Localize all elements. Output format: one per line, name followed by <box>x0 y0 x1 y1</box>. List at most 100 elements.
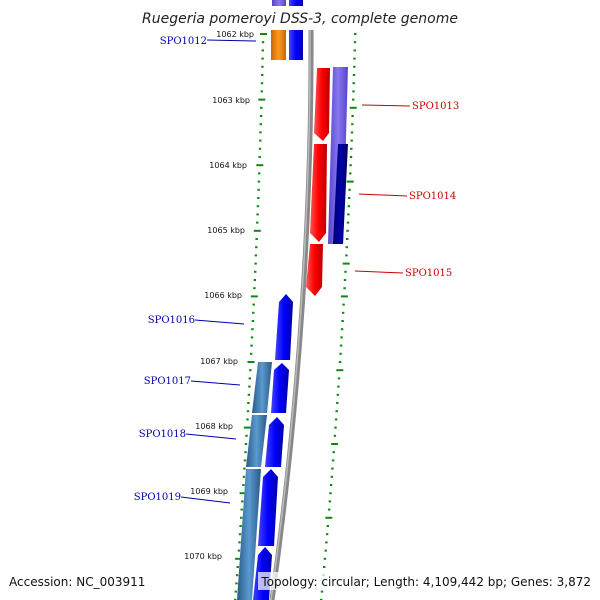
map-title: Ruegeria pomeroyi DSS-3, complete genome <box>142 11 458 27</box>
tick-dot <box>248 385 251 388</box>
kbp-label: 1068 kbp <box>195 422 233 431</box>
tick-dot <box>246 418 249 421</box>
tick-dot <box>259 115 263 117</box>
tick-dot <box>341 320 344 322</box>
tick-dot <box>235 574 239 577</box>
tick-dot <box>258 147 262 150</box>
tick-dot <box>244 443 248 445</box>
gene-label-spo1012: SPO1012 <box>160 36 207 47</box>
tick-dot <box>338 361 342 363</box>
gene-top-partial-2 <box>289 0 303 6</box>
genome-backbone <box>269 29 314 600</box>
kbp-label: 1065 kbp <box>207 226 245 235</box>
tick-dot <box>250 336 254 339</box>
tick-dot <box>254 262 257 265</box>
gene-spo1018-arrow <box>265 417 284 467</box>
tick-dot <box>255 238 258 240</box>
tick-dot <box>320 590 324 593</box>
tick-dot <box>352 74 356 76</box>
tick-dot <box>261 65 264 68</box>
tick-dot <box>348 197 351 199</box>
tick-dot <box>247 361 255 363</box>
tick-dot <box>248 377 251 380</box>
tick-dot <box>249 369 252 372</box>
tick-dot <box>346 180 354 183</box>
tick-dot <box>349 106 357 109</box>
tick-dot <box>243 459 247 462</box>
tick-dot <box>256 164 264 167</box>
tick-dot <box>341 311 345 314</box>
kbp-label: 1064 kbp <box>209 161 247 170</box>
tick-dot <box>325 533 329 536</box>
kbp-label: 1062 kbp <box>216 30 254 39</box>
tick-dot <box>258 172 261 175</box>
tick-dot <box>235 557 243 560</box>
tick-dot <box>325 541 328 544</box>
gene-label-spo1016: SPO1016 <box>148 315 195 326</box>
gene-steel-block-1 <box>252 362 272 413</box>
kbp-labels: 1062 kbp 1063 kbp 1064 kbp 1065 kbp 1066… <box>184 30 254 561</box>
gene-spo1015-arrow <box>306 244 323 296</box>
tick-dot <box>240 508 243 511</box>
tick-dot <box>257 197 260 199</box>
tick-dot <box>259 139 262 142</box>
tick-dot <box>343 279 347 281</box>
tick-dot <box>261 74 264 76</box>
gene-spo1016-arrow <box>275 294 293 360</box>
tick-dot <box>337 385 340 388</box>
gene-spo1012-arrow <box>289 30 303 60</box>
tick-dot <box>330 475 333 478</box>
tick-dot <box>339 344 343 347</box>
gene-steel-block-2 <box>246 415 267 467</box>
tick-dot <box>261 57 264 60</box>
tick-dot <box>350 139 353 142</box>
tick-dot <box>353 57 356 60</box>
tick-dot <box>336 393 339 396</box>
topology-text: Topology: circular; Length: 4,109,442 bp… <box>260 575 591 589</box>
tick-dot <box>251 328 254 331</box>
tick-dot <box>336 402 339 404</box>
tick-dot <box>251 320 255 322</box>
tick-dot <box>244 451 247 454</box>
tick-dot <box>256 213 259 216</box>
tick-dot <box>234 590 237 593</box>
tick-dot <box>256 205 260 208</box>
tick-dot <box>327 508 331 511</box>
tick-dot <box>240 516 243 519</box>
tick-dot <box>329 492 332 495</box>
tick-dot <box>353 41 357 44</box>
kbp-label: 1067 kbp <box>200 357 238 366</box>
tick-dot <box>352 82 355 85</box>
tick-dot <box>260 90 263 93</box>
tick-dot <box>256 221 259 224</box>
tick-dot <box>353 65 356 68</box>
tick-dot <box>346 238 349 240</box>
tick-dot <box>243 467 246 470</box>
tick-dot <box>261 41 265 44</box>
tick-dot <box>334 426 337 429</box>
tick-dot <box>340 336 343 339</box>
tick-dot <box>328 500 331 503</box>
tick-dot <box>242 484 245 486</box>
tick-dot <box>332 451 335 454</box>
tick-dot <box>237 549 241 552</box>
tick-dot <box>348 188 351 191</box>
gene-orange <box>271 30 286 60</box>
tick-dot <box>242 475 246 478</box>
tick-dot <box>333 434 337 437</box>
tick-dot <box>349 172 352 175</box>
tick-dot <box>331 443 339 445</box>
tick-dot <box>254 254 258 257</box>
tick-dot <box>347 205 350 208</box>
tick-dot <box>250 295 258 298</box>
tick-dot <box>255 246 258 249</box>
gene-spo1013-arrow <box>314 68 330 141</box>
accession-text: Accession: NC_003911 <box>9 575 145 589</box>
tick-dot <box>326 525 329 527</box>
tick-dot <box>258 98 266 101</box>
tick-dot <box>235 582 238 585</box>
tick-dot <box>257 188 260 191</box>
tick-dot <box>239 492 247 495</box>
tick-dot <box>243 426 251 429</box>
tick-dot <box>238 533 242 536</box>
